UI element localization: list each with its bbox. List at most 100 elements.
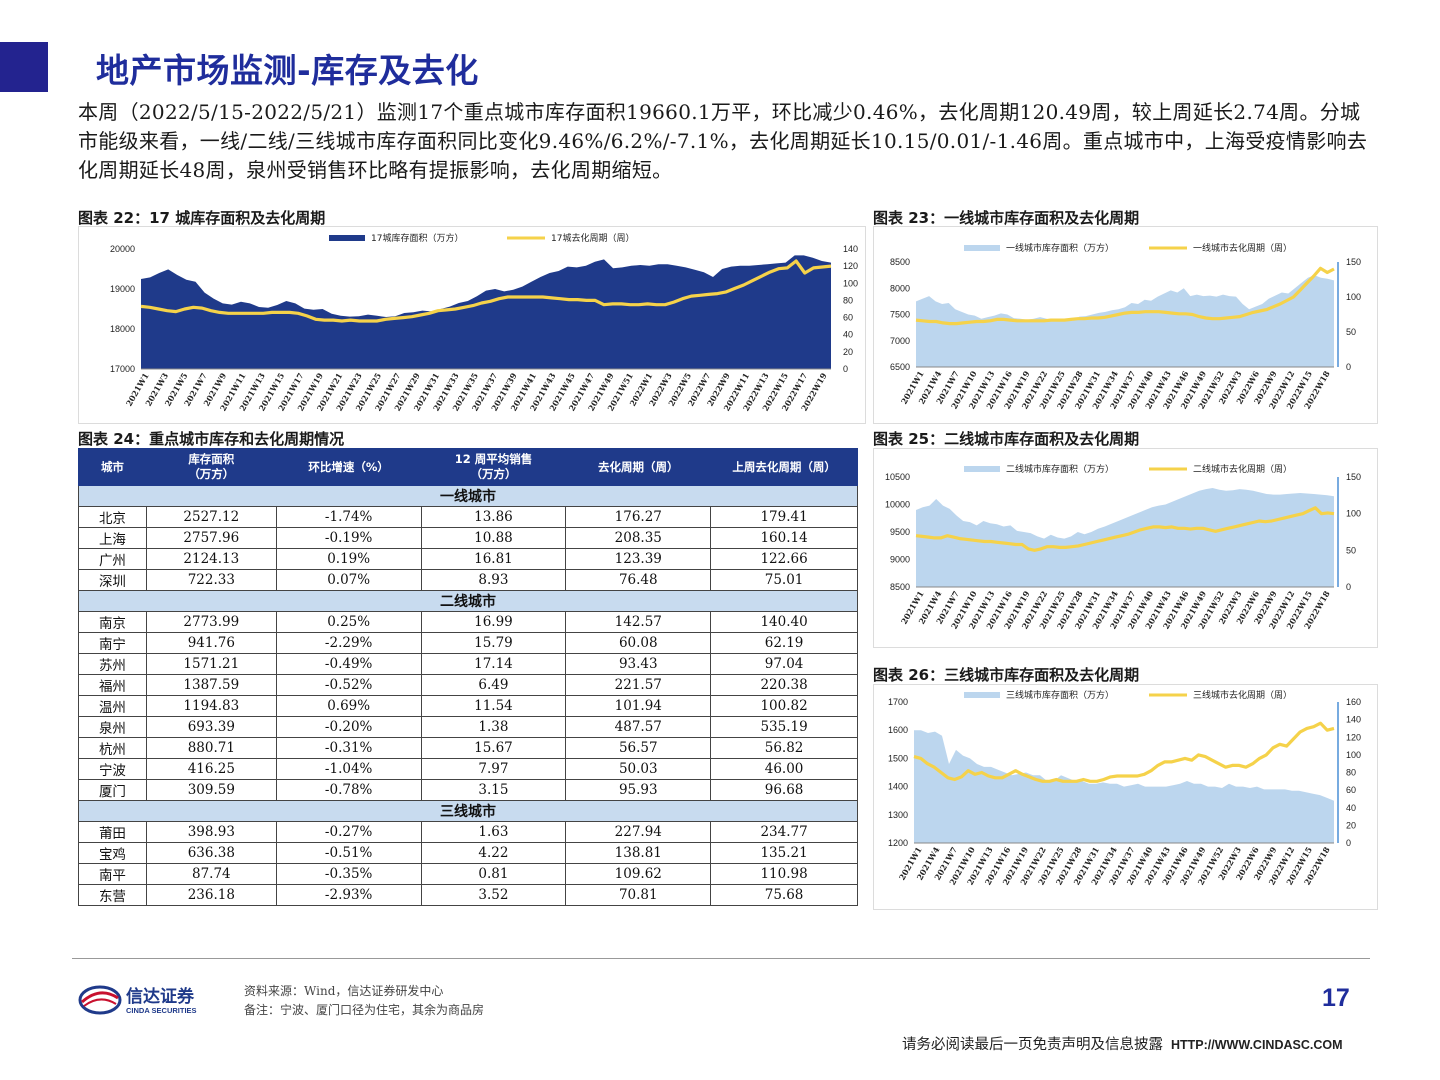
chart-22: 1700018000190002000002040608010012014020… [110, 232, 858, 413]
table-cell: 138.81 [565, 842, 712, 864]
y-tick-right: 50 [1346, 545, 1356, 555]
table-header-1: 库存面积 （万方） [145, 448, 277, 486]
table-cell: 109.62 [565, 863, 712, 885]
table-cell: 南京 [78, 611, 147, 633]
legend-label-area: 三线城市库存面积（万方） [1006, 689, 1114, 701]
table-cell: 160.14 [710, 527, 858, 549]
table-cell: 宝鸡 [78, 842, 147, 864]
y-tick-right: 50 [1346, 327, 1356, 337]
legend-swatch-area [964, 466, 1000, 472]
y-tick-right: 120 [1346, 732, 1361, 742]
caption-table-24: 图表 24：重点城市库存和去化周期情况 [78, 430, 345, 448]
y-tick-right: 0 [843, 364, 848, 374]
y-tick-right: 0 [1346, 582, 1351, 592]
table-cell: 50.03 [565, 758, 712, 780]
table-header-5: 上周去化周期（周） [710, 448, 858, 486]
legend-swatch-area [329, 235, 365, 241]
table-cell: 2773.99 [145, 611, 277, 633]
y-tick-right: 100 [843, 278, 858, 288]
table-cell: 温州 [78, 695, 147, 717]
table-cell: 南宁 [78, 632, 147, 654]
table-cell: 广州 [78, 548, 147, 570]
y-tick-right: 80 [843, 295, 853, 305]
y-tick-left: 17000 [110, 364, 135, 374]
table-cell: 93.43 [565, 653, 712, 675]
table-cell: -2.29% [275, 632, 422, 654]
caption-chart-26: 图表 26：三线城市库存面积及去化周期 [873, 666, 1140, 684]
table-cell: 487.57 [565, 716, 712, 738]
line-series-c23 [915, 266, 1335, 326]
table-group-label: 三线城市 [78, 800, 858, 822]
table-cell: 636.38 [145, 842, 277, 864]
y-tick-left: 8500 [890, 582, 910, 592]
table-cell: 3.15 [420, 779, 567, 801]
table-cell: 10.88 [420, 527, 567, 549]
table-cell: 0.19% [275, 548, 422, 570]
table-cell: 11.54 [420, 695, 567, 717]
table-cell: -0.27% [275, 821, 422, 843]
table-cell: 3.52 [420, 884, 567, 906]
table-cell: 179.41 [710, 506, 858, 528]
table-cell: 220.38 [710, 674, 858, 696]
intro-paragraph: 本周（2022/5/15-2022/5/21）监测17个重点城市库存面积1966… [78, 100, 1368, 182]
source-note: 资料来源：Wind，信达证券研发中心 备注：宁波、厦门口径为住宅，其余为商品房 [244, 982, 484, 1020]
table-cell: 722.33 [145, 569, 277, 591]
area-series-c25 [916, 488, 1334, 587]
page-title: 地产市场监测-库存及去化 [96, 51, 479, 90]
table-row: 南平 87.74 -0.35% 0.81 109.62 110.98 [78, 863, 858, 885]
y-tick-right: 60 [843, 313, 853, 323]
y-tick-right: 120 [843, 261, 858, 271]
table-cell: 0.25% [275, 611, 422, 633]
table-cell: 1.38 [420, 716, 567, 738]
y-tick-left: 1400 [888, 782, 908, 792]
table-cell: 142.57 [565, 611, 712, 633]
legend-label-area: 17城库存面积（万方） [371, 232, 463, 244]
y-tick-right: 20 [1346, 820, 1356, 830]
y-tick-left: 10000 [885, 500, 910, 510]
table-cell: 0.69% [275, 695, 422, 717]
table-cell: -0.49% [275, 653, 422, 675]
y-tick-right: 140 [843, 244, 858, 254]
table-cell: 2757.96 [145, 527, 277, 549]
table-cell: 46.00 [710, 758, 858, 780]
caption-chart-22: 图表 22：17 城库存面积及去化周期 [78, 209, 326, 227]
table-row: 南京 2773.99 0.25% 16.99 142.57 140.40 [78, 611, 858, 633]
chart-25: 85009000950010000105000501001502021W1202… [885, 463, 1361, 631]
table-cell: 110.98 [710, 863, 858, 885]
line-series-c22 [140, 259, 832, 323]
table-cell: 60.08 [565, 632, 712, 654]
y-tick-left: 6500 [890, 362, 910, 372]
city-inventory-table: 城市 库存面积 （万方） 环比增速（%） 12 周平均销售 （万方） 去化周期（周） 上周… [78, 448, 858, 906]
table-cell: 苏州 [78, 653, 147, 675]
table-cell: 深圳 [78, 569, 147, 591]
chart-25-box: 8500 9000 9500 10000 10500 0 50 100 150 2021W1 202… [873, 448, 1378, 648]
table-cell: 2124.13 [145, 548, 277, 570]
table-row: 北京 2527.12 -1.74% 13.86 176.27 179.41 [78, 506, 858, 528]
logo-en: CINDA SECURITIES [126, 1006, 197, 1015]
title-accent-block [0, 42, 48, 92]
table-cell: 221.57 [565, 674, 712, 696]
table-cell: 123.39 [565, 548, 712, 570]
table-cell: 87.74 [145, 863, 277, 885]
legend-swatch-area [964, 245, 1000, 251]
area-series-c23 [916, 275, 1334, 367]
table-cell: 15.67 [420, 737, 567, 759]
y-tick-left: 1200 [888, 838, 908, 848]
table-cell: 6.49 [420, 674, 567, 696]
table-cell: 13.86 [420, 506, 567, 528]
table-group-label: 二线城市 [78, 590, 858, 612]
table-cell: 100.82 [710, 695, 858, 717]
table-header-2: 环比增速（%） [275, 448, 422, 486]
table-row: 宝鸡 636.38 -0.51% 4.22 138.81 135.21 [78, 842, 858, 864]
legend-label-line: 三线城市去化周期（周） [1193, 689, 1292, 701]
source-text: 资料来源：Wind，信达证券研发中心 [244, 984, 444, 998]
y-tick-left: 10500 [885, 472, 910, 482]
table-cell: 96.68 [710, 779, 858, 801]
website-link[interactable]: HTTP://WWW.CINDASC.COM [1171, 1038, 1343, 1052]
table-cell: 95.93 [565, 779, 712, 801]
table-row: 泉州 693.39 -0.20% 1.38 487.57 535.19 [78, 716, 858, 738]
table-cell: 0.81 [420, 863, 567, 885]
table-cell: 70.81 [565, 884, 712, 906]
legend-label-area: 一线城市库存面积（万方） [1006, 242, 1114, 254]
table-cell: 1571.21 [145, 653, 277, 675]
